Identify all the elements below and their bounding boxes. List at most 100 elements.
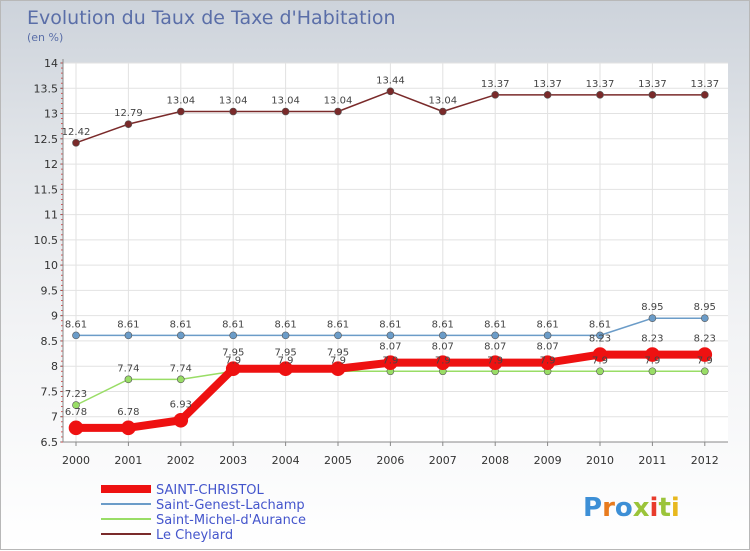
- x-tick-label: 2011: [638, 454, 666, 467]
- x-tick-label: 2006: [376, 454, 404, 467]
- y-tick-label: 13: [44, 108, 58, 121]
- data-point: [596, 91, 604, 99]
- data-point: [700, 91, 709, 99]
- legend-label: Le Cheylard: [156, 528, 233, 543]
- data-label: 8.07: [484, 342, 506, 353]
- data-point: [334, 107, 342, 116]
- data-point: [278, 361, 293, 377]
- data-label: 8.61: [484, 319, 506, 330]
- data-label: 7.9: [382, 355, 398, 366]
- y-tick-label: 12.5: [34, 133, 59, 146]
- data-point: [173, 412, 189, 428]
- y-tick-label: 6.5: [41, 436, 59, 449]
- data-label: 8.61: [65, 319, 87, 330]
- data-label: 13.37: [690, 79, 719, 90]
- data-point: [124, 120, 133, 128]
- data-point: [438, 331, 447, 340]
- x-tick-label: 2005: [324, 454, 352, 467]
- data-label: 6.93: [170, 399, 192, 410]
- chart-title: Evolution du Taux de Taxe d'Habitation: [27, 7, 396, 29]
- data-label: 7.95: [274, 348, 296, 359]
- data-label: 7.9: [487, 355, 503, 366]
- y-tick-label: 8: [51, 360, 58, 373]
- data-point: [700, 314, 709, 322]
- y-tick-label: 14: [44, 57, 58, 70]
- data-point: [648, 314, 657, 322]
- data-label: 7.9: [644, 355, 660, 366]
- data-point: [645, 347, 660, 362]
- data-label: 8.61: [589, 319, 611, 330]
- data-label: 8.95: [694, 302, 716, 313]
- data-point: [72, 331, 80, 340]
- data-point: [543, 331, 552, 340]
- data-point: [386, 331, 395, 340]
- data-label: 8.61: [222, 319, 244, 330]
- data-point: [124, 375, 133, 384]
- data-label: 13.04: [324, 96, 353, 107]
- data-point: [491, 331, 500, 340]
- data-point: [177, 375, 185, 384]
- data-label: 8.61: [274, 319, 296, 330]
- data-label: 7.9: [278, 355, 294, 366]
- y-tick-label: 13.5: [34, 82, 59, 95]
- data-label: 7.9: [330, 355, 346, 366]
- data-label: 8.23: [589, 334, 611, 345]
- data-label: 8.61: [170, 319, 192, 330]
- y-tick-label: 11: [44, 209, 58, 222]
- data-point: [435, 355, 451, 370]
- x-tick-label: 2003: [219, 454, 247, 467]
- x-tick-label: 2012: [691, 454, 719, 467]
- data-point: [177, 331, 185, 340]
- data-point: [648, 367, 657, 376]
- data-point: [68, 420, 84, 436]
- data-label: 13.04: [271, 96, 300, 107]
- x-tick-label: 2009: [534, 454, 562, 467]
- proxiti-logo: Proxiti: [583, 493, 680, 523]
- data-point: [648, 91, 657, 99]
- data-label: 8.23: [694, 334, 716, 345]
- data-label: 13.37: [586, 79, 615, 90]
- data-point: [596, 331, 604, 340]
- data-label: 7.9: [435, 355, 451, 366]
- data-point: [438, 107, 447, 116]
- data-point: [596, 367, 604, 376]
- data-point: [543, 91, 552, 99]
- y-tick-label: 9: [51, 310, 58, 323]
- data-label: 7.9: [592, 355, 608, 366]
- data-label: 13.37: [533, 79, 562, 90]
- data-label: 7.9: [225, 355, 241, 366]
- data-label: 8.95: [641, 302, 663, 313]
- chart-subtitle: (en %): [27, 31, 64, 44]
- data-label: 6.78: [117, 407, 139, 418]
- data-point: [225, 361, 241, 377]
- legend-label: Saint-Michel-d'Aurance: [156, 513, 306, 528]
- y-tick-label: 10.5: [34, 234, 59, 247]
- legend-label: Saint-Genest-Lachamp: [156, 498, 305, 513]
- data-point: [540, 355, 555, 370]
- data-label: 13.44: [376, 75, 405, 86]
- data-label: 7.74: [170, 363, 192, 374]
- data-label: 6.78: [65, 407, 87, 418]
- data-label: 8.07: [536, 342, 558, 353]
- data-label: 8.61: [117, 319, 139, 330]
- data-label: 13.37: [638, 79, 667, 90]
- data-label: 8.23: [641, 334, 663, 345]
- data-label: 8.61: [379, 319, 401, 330]
- data-label: 13.04: [428, 96, 457, 107]
- data-point: [72, 139, 80, 147]
- data-label: 12.79: [114, 108, 143, 119]
- data-point: [592, 347, 608, 362]
- y-tick-label: 10: [44, 259, 58, 272]
- x-tick-label: 2000: [62, 454, 90, 467]
- data-point: [334, 331, 342, 340]
- data-point: [229, 331, 237, 340]
- x-tick-label: 2007: [429, 454, 457, 467]
- data-label: 7.95: [327, 348, 349, 359]
- x-tick-label: 2004: [272, 454, 300, 467]
- y-tick-label: 12: [44, 158, 58, 171]
- data-point: [330, 361, 346, 377]
- data-label: 13.37: [481, 79, 510, 90]
- data-point: [229, 107, 237, 116]
